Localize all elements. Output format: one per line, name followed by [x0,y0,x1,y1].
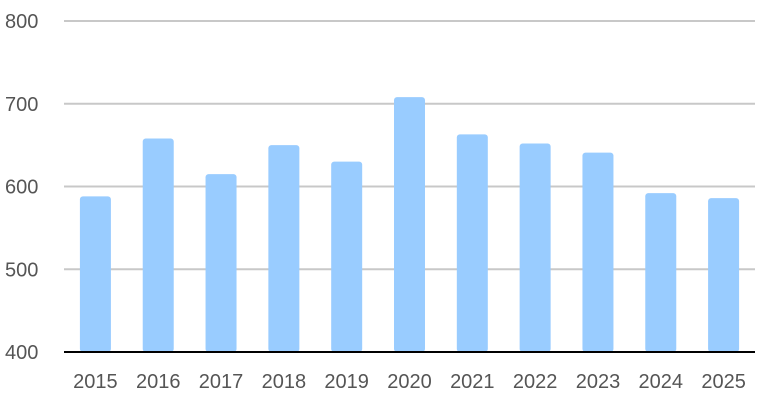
y-tick-label: 500 [5,259,38,281]
x-tick-label: 2015 [73,371,118,393]
bar-2023 [582,152,614,352]
bar-2025 [708,198,740,352]
y-axis-labels: 400 500 600 700 800 [5,11,38,364]
bar-2019 [331,161,363,352]
y-tick-label: 800 [5,11,38,33]
bar-2024 [645,193,677,352]
x-tick-label: 2020 [387,371,432,393]
bar-2022 [519,143,551,352]
y-tick-label: 700 [5,94,38,116]
bars [64,97,755,353]
x-tick-label: 2018 [262,371,307,393]
bar-2017 [205,174,237,352]
x-tick-label: 2019 [324,371,369,393]
y-tick-label: 600 [5,177,38,199]
x-tick-label: 2021 [450,371,495,393]
bar-2016 [142,138,174,352]
bar-2018 [268,145,300,352]
x-axis-labels: 2015 2016 2017 2018 2019 2020 2021 2022 2023 2024… [73,371,746,393]
bar-2020 [394,97,425,352]
x-tick-label: 2016 [136,371,181,393]
x-tick-label: 2023 [576,371,621,393]
x-tick-label: 2017 [199,371,244,393]
bar-2015 [79,196,111,352]
x-tick-label: 2022 [513,371,558,393]
bar-2021 [456,134,488,352]
x-tick-label: 2025 [701,371,746,393]
x-tick-label: 2024 [639,371,684,393]
y-tick-label: 400 [5,342,38,364]
